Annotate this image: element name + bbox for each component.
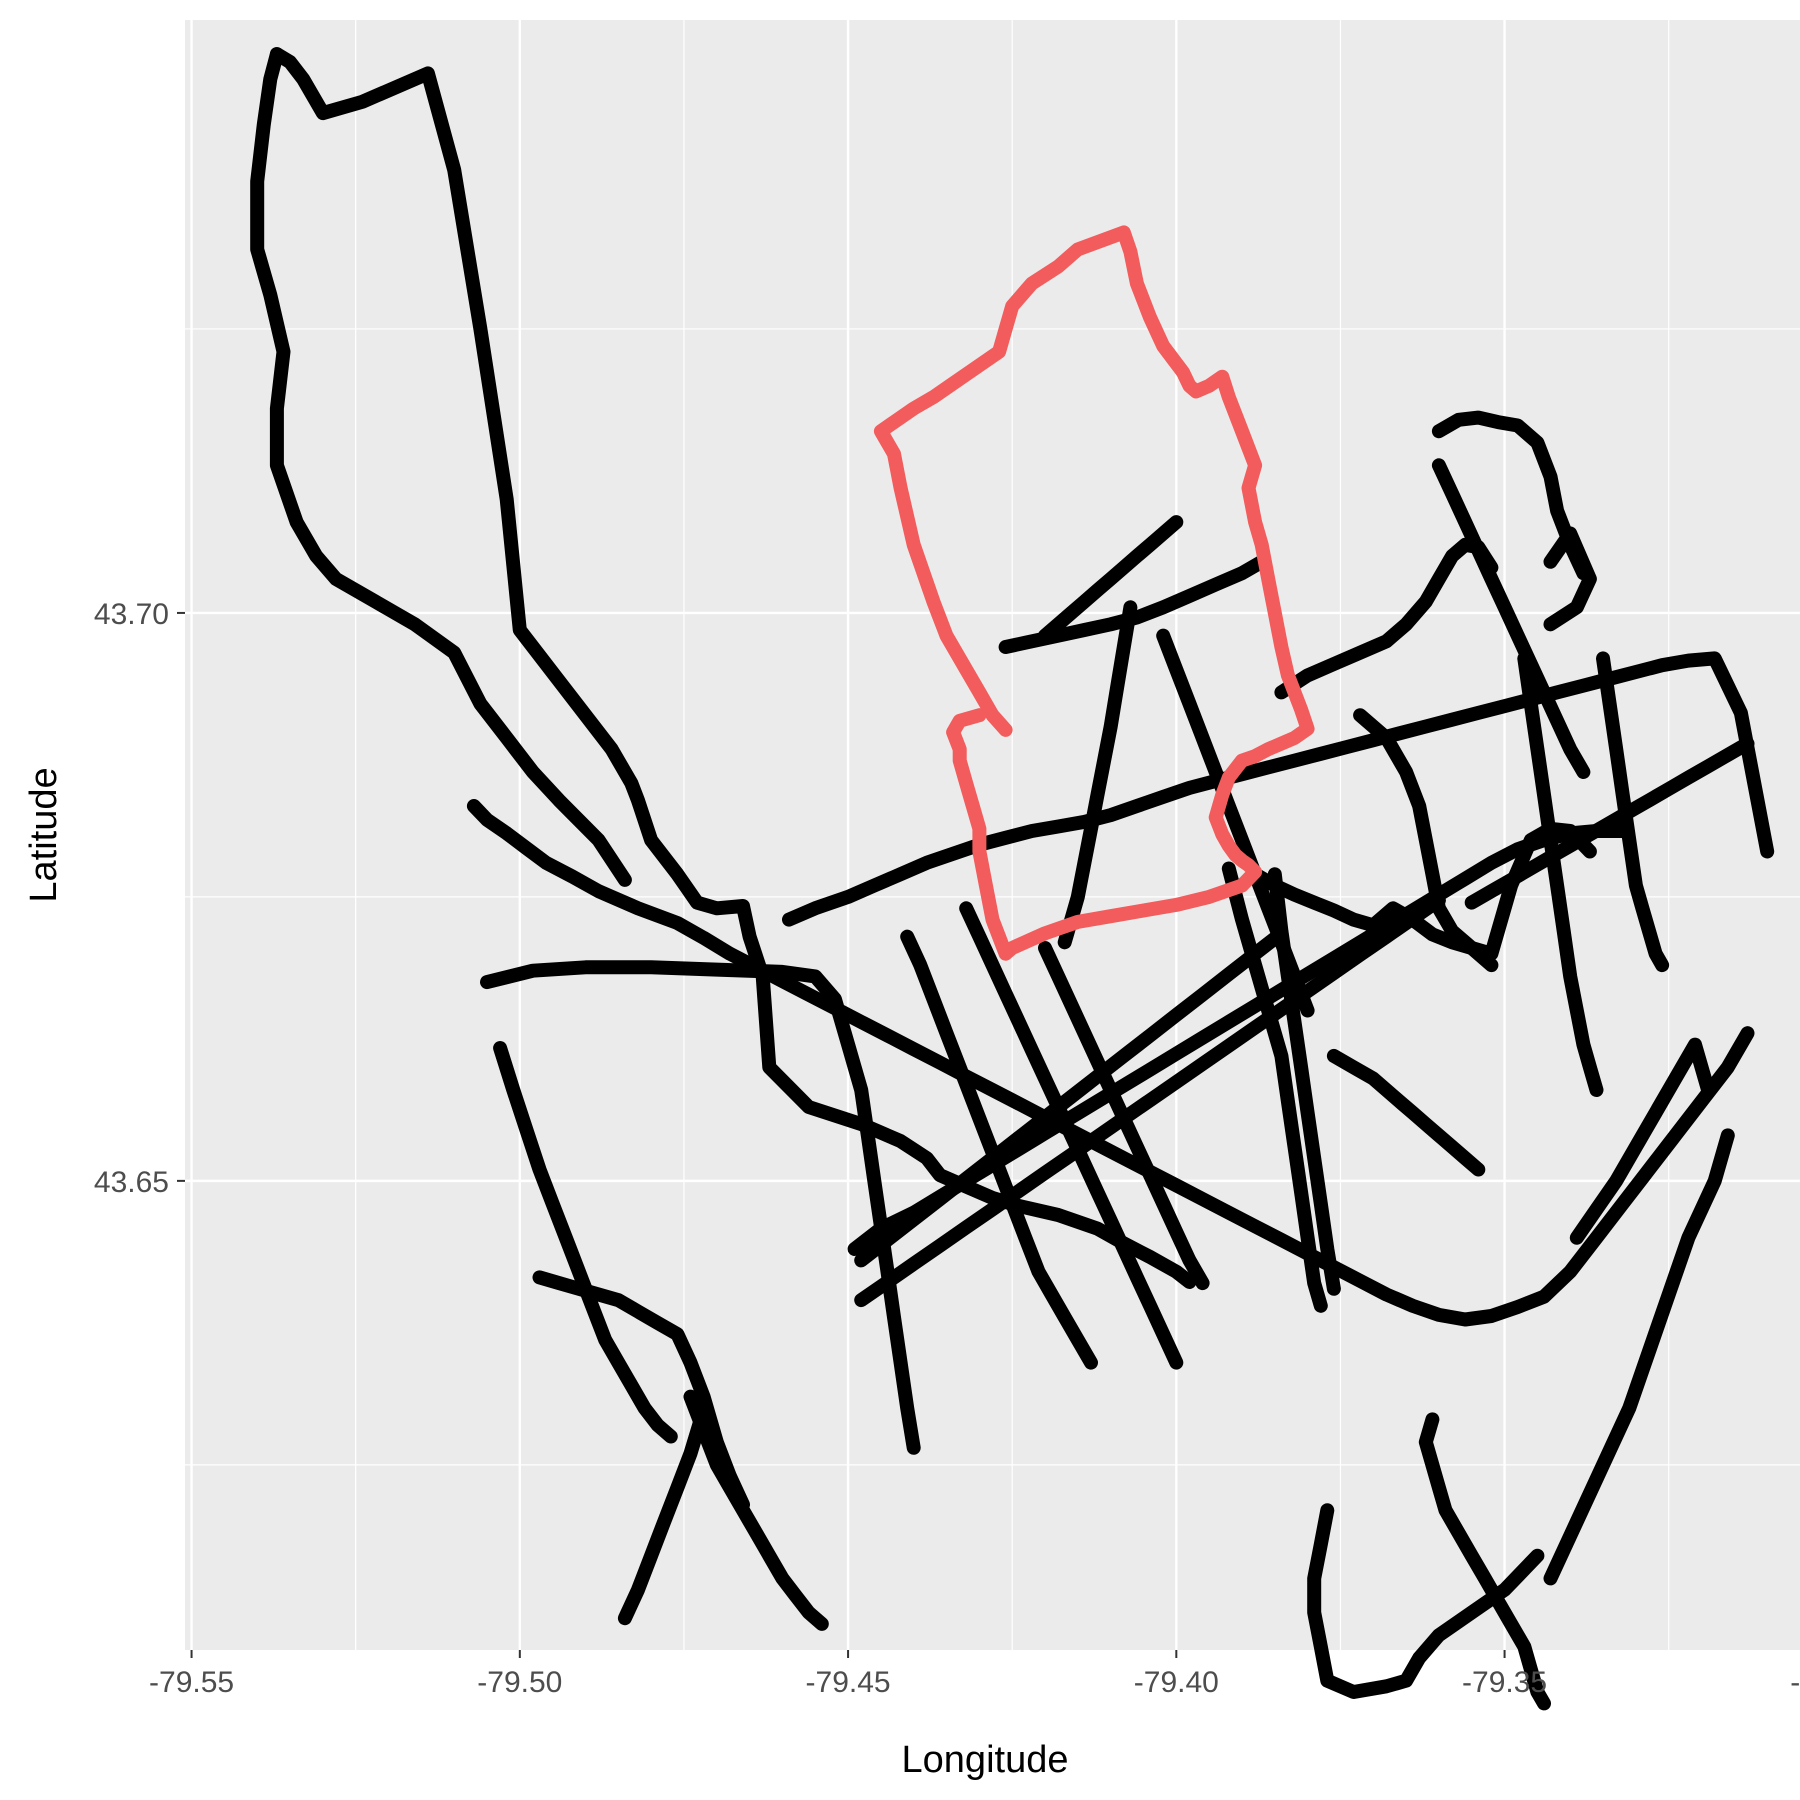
route-line-9 <box>900 929 1098 1370</box>
route-line-21 <box>1543 526 1597 632</box>
route-line-11 <box>1038 941 1210 1291</box>
route-line-24 <box>1326 1048 1486 1177</box>
route-line-20 <box>1431 410 1591 581</box>
route-line-28 <box>1569 1037 1716 1245</box>
x-axis-title: Longitude <box>902 1739 1069 1781</box>
route-line-14 <box>1267 867 1341 1296</box>
x-tick-label: -79.40 <box>1134 1666 1219 1699</box>
route-line-27 <box>1543 1128 1735 1586</box>
x-tick-label: -79.55 <box>149 1666 234 1699</box>
route-line-32 <box>617 1403 711 1626</box>
route-line-13 <box>1221 861 1328 1313</box>
x-tick-label: -79.45 <box>806 1666 891 1699</box>
x-tick-label: -79.30 <box>1790 1666 1800 1699</box>
x-tick-label: -79.35 <box>1462 1666 1547 1699</box>
route-line-15 <box>1248 821 1597 961</box>
x-tick-label: -79.50 <box>477 1666 562 1699</box>
route-line-2 <box>250 47 632 887</box>
route-line-34 <box>1038 515 1184 643</box>
route-line-17 <box>1596 651 1670 973</box>
route-line-16 <box>1517 651 1604 1097</box>
route-line-3 <box>466 799 1755 1327</box>
route-line-19 <box>1431 458 1591 779</box>
y-axis: 43.65 43.70 <box>94 598 185 1199</box>
y-axis-title: Latitude <box>23 767 65 902</box>
route-line-35 <box>1057 600 1138 950</box>
highlighted-route-line <box>873 225 1315 961</box>
series-layer <box>250 47 1775 1711</box>
x-axis: -79.55 -79.50 -79.45 -79.40 -79.35 -79.30 <box>149 1650 1800 1699</box>
route-line-1 <box>269 47 1197 1289</box>
route-line-30 <box>532 1270 750 1512</box>
y-tick-label: 43.70 <box>94 598 169 631</box>
route-line-7 <box>854 893 1446 1308</box>
route-line-10 <box>959 901 1184 1370</box>
route-line-18 <box>1464 736 1755 910</box>
route-line-22 <box>1274 537 1499 700</box>
route-line-26 <box>1307 1503 1545 1699</box>
route-line-23 <box>1353 708 1499 973</box>
route-line-25 <box>1418 1412 1551 1711</box>
route-line-31 <box>683 1389 829 1631</box>
route-line-8 <box>854 926 1289 1268</box>
y-tick-label: 43.65 <box>94 1166 169 1199</box>
route-line-5 <box>480 960 921 1455</box>
